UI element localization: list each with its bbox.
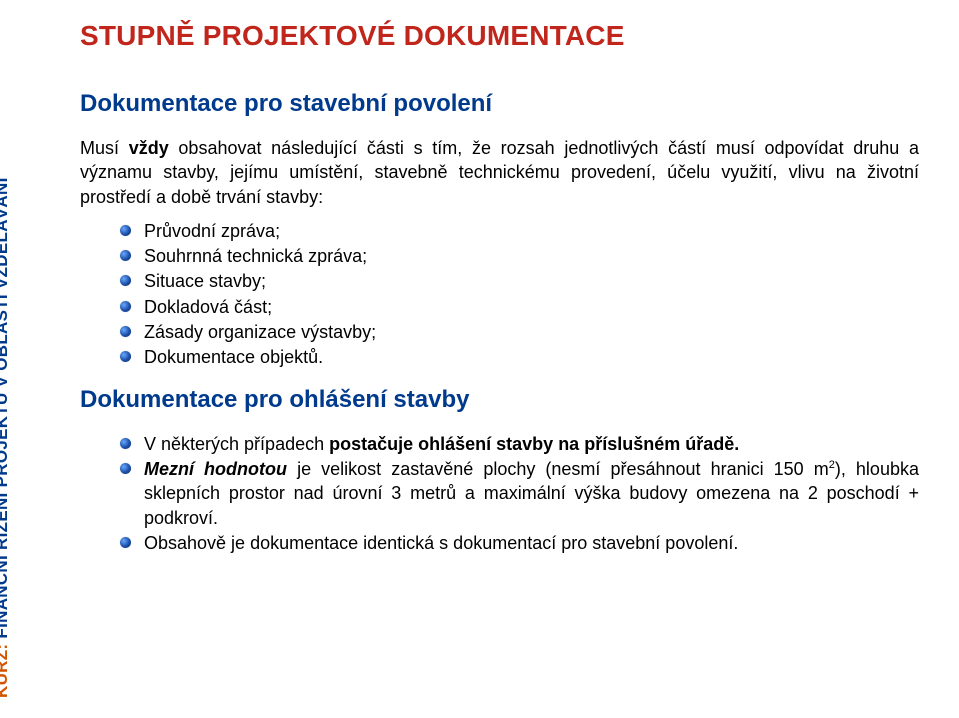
section1-heading: Dokumentace pro stavební povolení [80,90,919,118]
list-item: Mezní hodnotou je velikost zastavěné plo… [120,457,919,530]
page-content: STUPNĚ PROJEKTOVÉ DOKUMENTACE Dokumentac… [80,20,919,698]
list-item: Průvodní zpráva; [120,219,919,243]
section1-lead: Musí vždy obsahovat následující části s … [80,136,919,209]
list-item: Obsahově je dokumentace identická s doku… [120,531,919,555]
lead-bold: vždy [129,138,169,158]
section1-list: Průvodní zpráva; Souhrnná technická zprá… [120,219,919,370]
sidebar-rest: FINANČNÍ ŘÍZENÍ PROJEKTŮ V OBLASTI VZDĚL… [0,177,11,643]
list-item: Souhrnná technická zpráva; [120,244,919,268]
list-item: V některých případech postačuje ohlášení… [120,432,919,456]
list-item: Zásady organizace výstavby; [120,320,919,344]
sidebar-prefix: KURZ: [0,644,11,698]
item-ital: Mezní hodnotou [144,459,287,479]
list-item: Dokladová část; [120,295,919,319]
list-item: Situace stavby; [120,269,919,293]
sidebar-course-label: KURZ: FINANČNÍ ŘÍZENÍ PROJEKTŮ V OBLASTI… [0,177,12,698]
lead-pre: Musí [80,138,129,158]
lead-post: obsahovat následující části s tím, že ro… [80,138,919,207]
list-item: Dokumentace objektů. [120,345,919,369]
section2-heading: Dokumentace pro ohlášení stavby [80,386,919,414]
page-title: STUPNĚ PROJEKTOVÉ DOKUMENTACE [80,20,919,52]
item-pre: V některých případech [144,434,329,454]
item-bold: postačuje ohlášení stavby na příslušném … [329,434,739,454]
section2-list: V některých případech postačuje ohlášení… [120,432,919,555]
